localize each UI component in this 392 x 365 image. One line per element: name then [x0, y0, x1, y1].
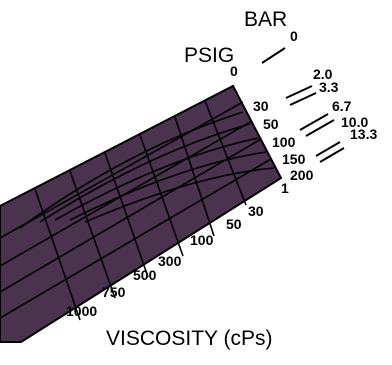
viscosity-tick-300: 300 [158, 253, 182, 269]
psig-tick-100: 100 [272, 134, 296, 150]
viscosity-axis-label: VISCOSITY (cPs) [106, 327, 272, 350]
bar-tick-3.3: 3.3 [319, 79, 339, 95]
connector-2 [289, 92, 317, 106]
surface-curve-1 [39, 123, 251, 223]
connector-5 [315, 141, 341, 157]
bar-tick-10.0: 10.0 [341, 114, 368, 130]
psig-axis-label: PSIG [184, 44, 234, 67]
viscosity-tick-500: 500 [133, 267, 157, 283]
grid-line-pressure-0 [0, 101, 244, 239]
surface-curve-0 [19, 111, 244, 229]
grid-line-viscosity-3 [139, 134, 184, 257]
viscosity-tick-100: 100 [190, 232, 214, 248]
viscosity-tick-1: 1 [281, 180, 289, 196]
psig-tick-0: 0 [230, 63, 238, 79]
connector-1 [285, 85, 313, 99]
bar-tick-6.7: 6.7 [332, 98, 352, 114]
grid-line-viscosity-0 [34, 188, 81, 321]
grid-line-viscosity-5 [204, 100, 247, 206]
bar-tick-0: 0 [290, 28, 298, 44]
connector-3 [299, 113, 329, 131]
bar-tick-13.3: 13.3 [350, 126, 377, 142]
viscosity-tick-50: 50 [226, 216, 242, 232]
grid-line-pressure-3 [0, 158, 272, 319]
surface-curves [19, 111, 275, 229]
connector-6 [319, 147, 345, 163]
psig-tick-30: 30 [253, 98, 269, 114]
grid-line-viscosity-4 [174, 116, 215, 237]
bar-psig-connectors [261, 47, 345, 163]
grid-line-pressure-2 [0, 138, 262, 293]
grid-line-viscosity-1 [69, 170, 116, 299]
psig-tick-200: 200 [290, 167, 314, 183]
bar-tick-labels: 0 2.03.3 6.710.013.3 [290, 28, 377, 142]
surface-curve-4 [84, 167, 275, 223]
viscosity-tick-750: 750 [102, 284, 126, 300]
viscosity-tick-30: 30 [248, 203, 264, 219]
surface-curve-3 [69, 151, 267, 221]
viscosity-tick-1000: 1000 [66, 303, 97, 319]
grid-line-viscosity-2 [104, 152, 149, 278]
bar-tick-2.0: 2.0 [313, 66, 333, 82]
connector-0 [261, 47, 286, 64]
psig-tick-150: 150 [282, 151, 306, 167]
bar-axis-label: BAR [244, 8, 287, 31]
surface-curve-2 [54, 137, 259, 221]
connector-4 [305, 119, 335, 137]
psig-tick-50: 50 [263, 116, 279, 132]
